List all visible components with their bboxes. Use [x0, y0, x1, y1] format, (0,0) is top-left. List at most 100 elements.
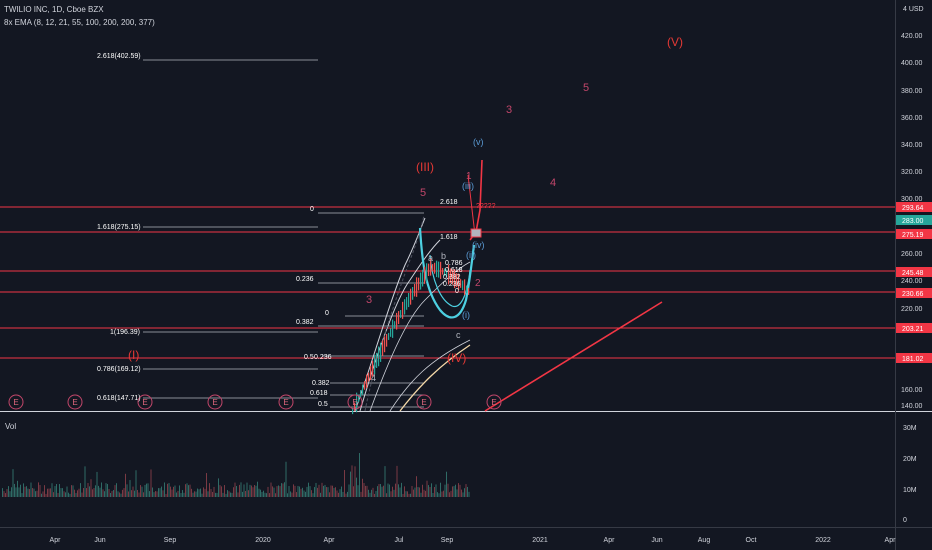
volume-bar	[419, 487, 420, 497]
volume-bar	[231, 492, 233, 497]
volume-bar	[185, 484, 186, 497]
volume-bar	[381, 486, 383, 497]
volume-bar	[414, 487, 416, 497]
volume-bar	[140, 485, 141, 497]
volume-bar	[54, 486, 56, 497]
volume-bar	[287, 493, 288, 497]
candle	[444, 268, 446, 277]
volume-bar	[42, 491, 44, 497]
volume-bar	[467, 486, 468, 497]
volume-bar	[218, 478, 219, 497]
volume-bar	[212, 491, 213, 497]
volume-bar	[198, 489, 200, 497]
earnings-marker-label[interactable]: E	[142, 398, 147, 407]
volume-bar	[416, 476, 417, 497]
volume-bar	[417, 487, 419, 497]
volume-bar	[339, 489, 341, 497]
fib-lines[interactable]	[143, 59, 424, 408]
price-badge-bg	[896, 229, 932, 239]
volume-bar	[341, 486, 342, 497]
wave-labels[interactable]: (V) (III) (I) (IV) 5 3 4 5 3 1 2 (v) (ii…	[128, 35, 683, 383]
volume-bar	[222, 492, 224, 497]
projection-lines[interactable]	[467, 159, 663, 412]
earnings-marker-label[interactable]: E	[352, 398, 357, 407]
fib-label: 1(196.39)	[110, 329, 140, 336]
price-axis[interactable]: 4 USD 420.00 400.00 380.00 360.00 340.00…	[901, 6, 924, 410]
volume-bar	[455, 484, 456, 497]
volume-bar	[323, 485, 324, 497]
volume-bar	[386, 493, 387, 497]
volume-bar	[75, 493, 77, 497]
volume-bar	[63, 491, 65, 497]
volume-bar	[47, 488, 48, 497]
volume-tick: 30M	[903, 425, 917, 432]
volume-bar	[404, 486, 405, 497]
earnings-marker-label[interactable]: E	[421, 398, 426, 407]
volume-bar	[453, 486, 455, 497]
candle	[454, 269, 456, 289]
candle	[424, 266, 426, 284]
time-label: Apr	[324, 537, 336, 544]
volume-bar	[398, 484, 399, 497]
volume-bar	[92, 489, 93, 497]
volume-bar	[116, 483, 117, 497]
volume-bar	[182, 490, 183, 497]
volume-bar	[450, 490, 452, 497]
volume-bar	[95, 485, 96, 497]
volume-axis[interactable]: 30M 20M 10M 0	[903, 425, 917, 524]
volume-bar	[18, 487, 20, 497]
price-badge: 293.64	[902, 205, 924, 212]
wave-label: ?????	[476, 203, 496, 210]
earnings-marker-label[interactable]: E	[283, 398, 288, 407]
volume-bar	[263, 490, 264, 497]
volume-bar	[125, 473, 126, 497]
horizontal-levels[interactable]	[0, 206, 895, 359]
volume-bar	[138, 492, 140, 497]
candle	[388, 332, 390, 340]
volume-bar	[206, 473, 207, 497]
price-badge-bg	[896, 215, 932, 225]
volume-bar	[332, 485, 333, 497]
volume-bar	[311, 490, 312, 497]
volume-bar	[96, 471, 98, 497]
volume-bar	[264, 492, 266, 497]
volume-bar	[383, 485, 384, 497]
price-badges[interactable]: 293.64 283.00 275.19 245.48 230.66 203.2…	[896, 202, 932, 363]
volume-bar	[438, 493, 440, 497]
volume-bar	[183, 492, 185, 497]
volume-label[interactable]: Vol	[5, 422, 16, 431]
earnings-marker-label[interactable]: E	[491, 398, 496, 407]
volume-bar	[407, 491, 408, 497]
volume-bar	[90, 479, 92, 497]
candle	[372, 360, 374, 377]
wave-label: 5	[420, 187, 426, 199]
volume-bar	[399, 487, 401, 497]
volume-bar	[174, 485, 176, 497]
volume-bar	[303, 490, 305, 497]
earnings-marker-label[interactable]: E	[72, 398, 77, 407]
volume-bar	[278, 485, 279, 497]
earnings-marker-label[interactable]: E	[13, 398, 18, 407]
time-axis[interactable]: Apr Jun Sep 2020 Apr Jul Sep 2021 Apr Ju…	[50, 537, 897, 544]
volume-bar	[150, 469, 152, 497]
wave-label: 3	[506, 104, 512, 116]
candle	[450, 268, 452, 284]
volume-bar	[5, 493, 6, 497]
volume-bar	[335, 487, 336, 497]
volume-bar	[81, 492, 83, 497]
time-label: Jul	[395, 537, 404, 544]
volume-bar	[429, 487, 431, 497]
earnings-marker-label[interactable]: E	[212, 398, 217, 407]
volume-bar	[167, 483, 168, 497]
candle	[446, 269, 448, 278]
earnings-markers[interactable]: E E E E E E E E	[8, 394, 502, 410]
volume-bar	[221, 486, 222, 497]
indicator-legend[interactable]: 8x EMA (8, 12, 21, 55, 100, 200, 200, 37…	[4, 18, 155, 27]
volume-bar	[371, 489, 372, 497]
volume-bar	[128, 491, 129, 497]
symbol-title[interactable]: TWILIO INC, 1D, Cboe BZX	[4, 5, 104, 14]
volume-bar	[342, 491, 344, 497]
volume-bar	[230, 492, 231, 497]
candle	[412, 287, 414, 300]
